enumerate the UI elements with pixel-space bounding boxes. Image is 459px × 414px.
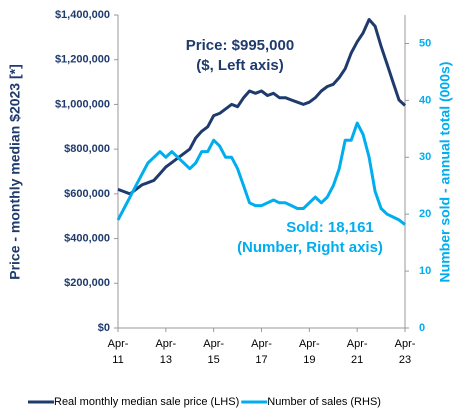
series-line	[117, 18, 407, 196]
annotation: (Number, Right axis)	[237, 239, 383, 256]
y-axis-title: Price - monthly median $2023 [*]	[7, 64, 23, 280]
y-tick-label: $1,000,000	[55, 98, 110, 110]
y2-axis-title: Number sold - annual total (000s)	[437, 62, 453, 283]
y2-tick-label: 0	[419, 322, 425, 334]
y2-tick-label: 40	[419, 94, 431, 106]
x-tick-label: Apr- 15	[203, 338, 225, 366]
x-tick-label: Apr- 19	[298, 338, 320, 366]
y-tick-label: $0	[98, 322, 110, 334]
y-tick-label: $400,000	[64, 232, 110, 244]
y-tick-label: $1,200,000	[55, 54, 110, 66]
annotation: Sold: 18,161	[286, 219, 374, 236]
y-tick-label: $1,400,000	[55, 9, 110, 21]
legend-label: Number of sales (RHS)	[267, 396, 381, 408]
y-tick-label: $200,000	[64, 277, 110, 289]
annotation: ($, Left axis)	[196, 57, 284, 74]
series-line	[116, 121, 406, 226]
legend-label: Real monthly median sale price (LHS)	[54, 396, 239, 408]
x-tick-label: Apr- 13	[155, 338, 177, 366]
y2-tick-label: 10	[419, 265, 431, 277]
y2-tick-label: 30	[419, 151, 431, 163]
y-tick-label: $800,000	[64, 143, 110, 155]
x-tick-label: Apr- 21	[346, 338, 368, 366]
x-tick-label: Apr- 23	[394, 338, 416, 366]
y2-tick-label: 20	[419, 208, 431, 220]
y2-tick-label: 50	[419, 37, 431, 49]
y-tick-label: $600,000	[64, 188, 110, 200]
x-tick-label: Apr- 11	[107, 338, 129, 366]
x-tick-label: Apr- 17	[251, 338, 272, 366]
annotation: Price: $995,000	[186, 37, 294, 54]
